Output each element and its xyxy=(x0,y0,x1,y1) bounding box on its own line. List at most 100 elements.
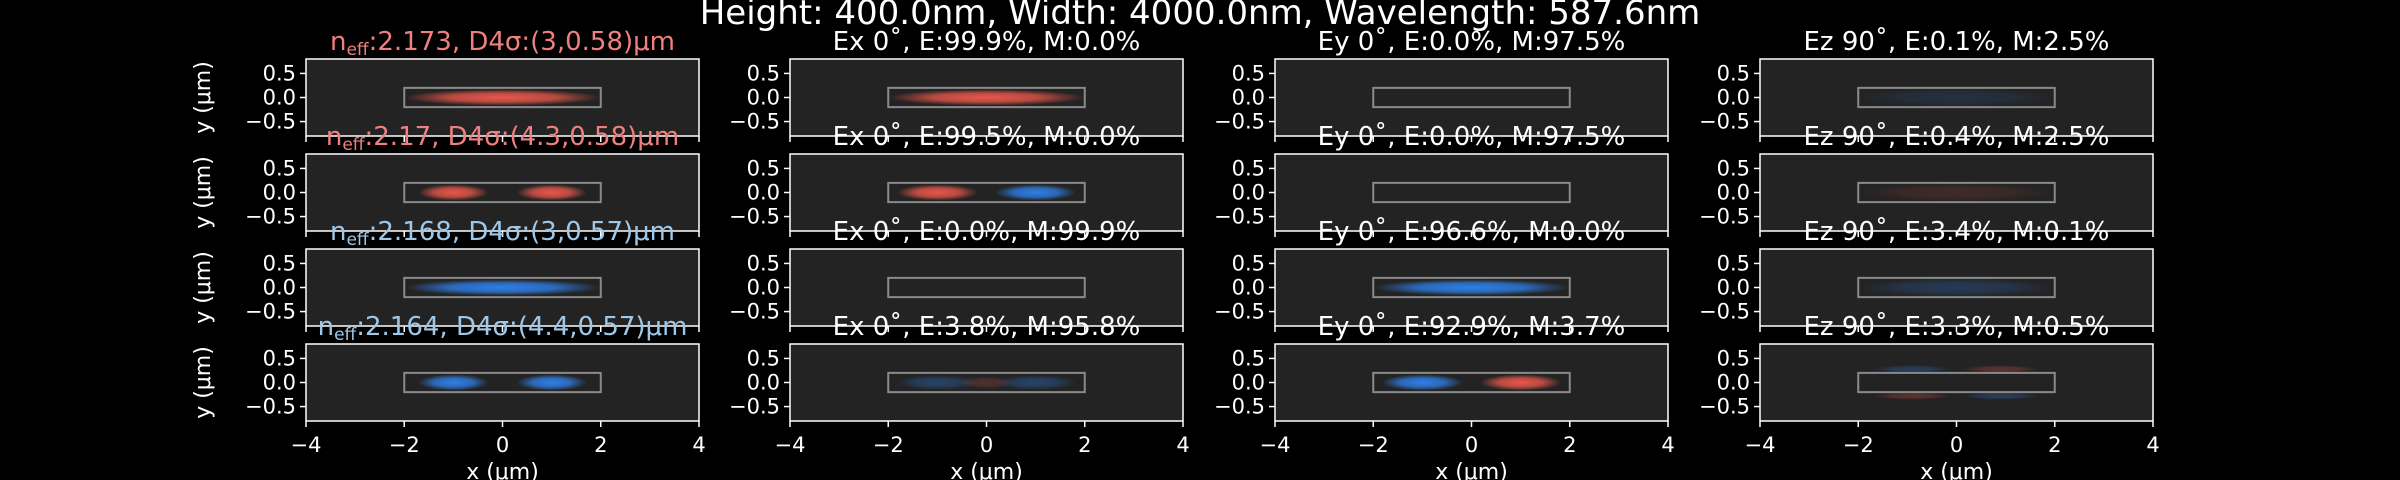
y-tick-label: 0.0 xyxy=(1717,371,1750,395)
waveguide-outline xyxy=(1372,276,1571,299)
mode-label: neff:2.164, D4σ:(4.4,0.57)μm xyxy=(318,312,688,345)
y-tick-label: 0.5 xyxy=(263,251,296,275)
axes-background xyxy=(1760,344,2153,421)
panel-1-1: 0.50.0−0.5 y (μm) neff:2.173, D4σ:(3,0.58)… xyxy=(191,27,700,142)
panel-3-4: 0.50.0−0.5 Ez 90˚, E:3.4%, M:0.1% xyxy=(1699,217,2154,332)
panel-4-2: 0.50.0−0.5 −4 −2 0 2 4 x (μm) Ex 0˚, E:3.8%, M:… xyxy=(729,312,1190,480)
y-tick-label: 0.5 xyxy=(263,346,296,370)
mode-label: neff:2.17, D4σ:(4.3,0.58)μm xyxy=(326,122,679,155)
x-axis-label: x (μm) xyxy=(466,460,539,480)
x-axis-label: x (μm) xyxy=(1920,460,1993,480)
x-tick-label: 2 xyxy=(1078,433,1091,457)
waveguide-outline xyxy=(1372,371,1571,394)
panel-2-2: 0.50.0−0.5 Ex 0˚, E:99.5%, M:0.0% xyxy=(729,122,1184,237)
panel-title: Ez 90˚, E:3.4%, M:0.1% xyxy=(1804,217,2110,247)
panel-title: Ex 0˚, E:99.5%, M:0.0% xyxy=(833,122,1141,152)
mode-label-subscript: eff xyxy=(346,40,369,60)
y-tick-label: 0.5 xyxy=(1232,156,1265,180)
y-tick-label: 0.0 xyxy=(1232,86,1265,110)
y-tick-label: −0.5 xyxy=(729,110,780,134)
field-lobe xyxy=(1962,392,2039,400)
x-tick-label: −4 xyxy=(775,433,806,457)
panel-3-1: 0.50.0−0.5 y (μm) neff:2.168, D4σ:(3,0.57)… xyxy=(191,217,700,332)
y-axis-label: y (μm) xyxy=(191,61,216,134)
y-tick-label: 0.5 xyxy=(263,61,296,85)
y-tick-label: 0.0 xyxy=(747,276,780,300)
waveguide-outline xyxy=(1372,86,1571,109)
y-tick-label: −0.5 xyxy=(729,205,780,229)
waveguide-outline xyxy=(1372,181,1571,204)
y-tick-label: 0.0 xyxy=(1232,371,1265,395)
x-axis-label: x (μm) xyxy=(950,460,1023,480)
panel-title: Ez 90˚, E:3.3%, M:0.5% xyxy=(1804,312,2110,342)
y-tick-label: −0.5 xyxy=(729,300,780,324)
figure-suptitle: Height: 400.0nm, Width: 4000.0nm, Wavele… xyxy=(700,0,1701,33)
axes-background xyxy=(306,344,699,421)
panel-2-1: 0.50.0−0.5 y (μm) neff:2.17, D4σ:(4.3,0.58… xyxy=(191,122,700,237)
panel-4-1: 0.50.0−0.5 −4 −2 0 2 4 y (μm) x (μm) neff:2.164,… xyxy=(191,312,706,480)
y-tick-label: 0.0 xyxy=(1232,276,1265,300)
y-tick-label: −0.5 xyxy=(1699,205,1750,229)
y-tick-label: 0.5 xyxy=(1717,346,1750,370)
mode-label: neff:2.173, D4σ:(3,0.58)μm xyxy=(330,27,675,60)
x-tick-label: 2 xyxy=(1563,433,1576,457)
waveguide-outline xyxy=(887,371,1086,394)
y-tick-label: 0.5 xyxy=(747,251,780,275)
axes-background xyxy=(306,154,699,231)
field-lobe xyxy=(888,89,1085,106)
y-tick-label: 0.5 xyxy=(1717,61,1750,85)
panel-4-4: 0.50.0−0.5 −4 −2 0 2 4 x (μm) Ez 90˚, E:3.3%, M… xyxy=(1699,312,2160,480)
y-tick-label: 0.0 xyxy=(263,86,296,110)
waveguide-outline xyxy=(887,86,1086,109)
y-tick-label: −0.5 xyxy=(729,395,780,419)
y-tick-label: −0.5 xyxy=(1214,300,1265,324)
x-tick-label: −4 xyxy=(1745,433,1776,457)
field-lobe xyxy=(404,89,601,106)
axes-background xyxy=(1275,59,1668,136)
waveguide-outline xyxy=(403,276,602,299)
x-tick-label: 0 xyxy=(1950,433,1963,457)
mode-label-subscript: eff xyxy=(342,135,365,155)
waveguide-outline xyxy=(1857,276,2056,299)
y-tick-label: 0.0 xyxy=(1232,181,1265,205)
axes-background xyxy=(1275,154,1668,231)
y-tick-label: 0.5 xyxy=(747,156,780,180)
mode-label: neff:2.168, D4σ:(3,0.57)μm xyxy=(330,217,675,250)
axes-background xyxy=(790,249,1183,326)
x-tick-label: 2 xyxy=(2048,433,2061,457)
field-lobe xyxy=(1962,365,2039,373)
y-tick-label: −0.5 xyxy=(245,205,296,229)
x-tick-label: 0 xyxy=(1465,433,1478,457)
mode-label-subscript: eff xyxy=(346,230,369,250)
field-lobe xyxy=(995,374,1077,391)
y-tick-label: −0.5 xyxy=(245,395,296,419)
field-lobe xyxy=(1480,374,1562,391)
y-tick-label: 0.5 xyxy=(1232,251,1265,275)
y-tick-label: −0.5 xyxy=(1699,300,1750,324)
y-tick-label: 0.0 xyxy=(1717,86,1750,110)
mode-label-n: n xyxy=(330,217,346,247)
y-tick-label: 0.0 xyxy=(263,181,296,205)
field-lobe xyxy=(516,184,587,201)
mode-label-text: :2.168, D4σ:(3,0.57)μm xyxy=(369,217,675,247)
panel-title: Ey 0˚, E:92.9%, M:3.7% xyxy=(1318,312,1626,342)
y-tick-label: 0.0 xyxy=(263,276,296,300)
y-axis-label: y (μm) xyxy=(191,156,216,229)
mode-label-n: n xyxy=(330,27,346,57)
panel-1-4: 0.50.0−0.5 Ez 90˚, E:0.1%, M:2.5% xyxy=(1699,27,2154,142)
y-axis-label: y (μm) xyxy=(191,346,216,419)
field-lobe xyxy=(516,374,587,391)
field-lobe xyxy=(1858,88,2055,107)
y-tick-label: 0.5 xyxy=(1717,156,1750,180)
x-tick-label: −2 xyxy=(389,433,420,457)
y-tick-label: 0.0 xyxy=(747,86,780,110)
field-lobe xyxy=(1874,365,1951,373)
x-tick-label: 4 xyxy=(1176,433,1189,457)
y-tick-label: 0.5 xyxy=(747,61,780,85)
field-lobe xyxy=(404,279,601,296)
y-tick-label: −0.5 xyxy=(1699,395,1750,419)
field-lobe xyxy=(1381,374,1463,391)
waveguide-outline xyxy=(1857,181,2056,204)
panel-title: Ez 90˚, E:0.4%, M:2.5% xyxy=(1804,122,2110,152)
panel-1-3: 0.50.0−0.5 Ey 0˚, E:0.0%, M:97.5% xyxy=(1214,27,1669,142)
